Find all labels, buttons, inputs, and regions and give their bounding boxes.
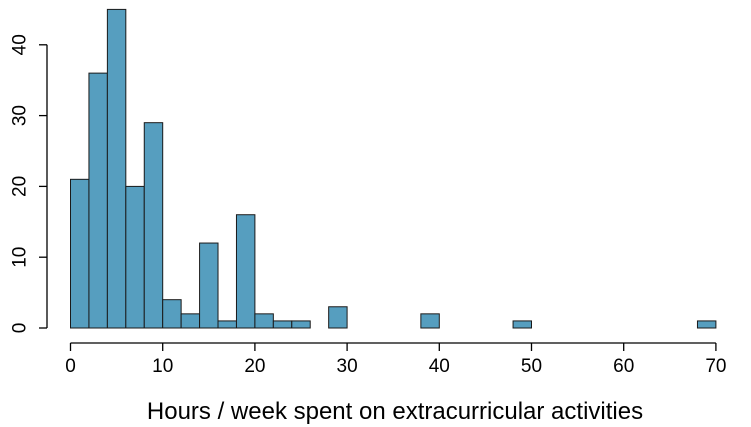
histogram-bar-14-16 [199,242,219,329]
y-tick-label-10: 10 [10,247,31,268]
y-tick-label-20: 20 [10,176,31,197]
x-tick-label-20: 20 [244,356,265,377]
x-tick-label-60: 60 [613,356,634,377]
bars-group [70,8,717,329]
histogram-bar-48-50 [512,320,532,329]
x-tick-label-0: 0 [65,356,76,377]
y-tick-label-30: 30 [10,105,31,126]
histogram-bar-8-10 [143,122,164,329]
histogram-bar-12-14 [180,313,201,329]
histogram-bar-20-22 [254,313,274,329]
x-tick-label-30: 30 [337,356,358,377]
histogram-bar-18-20 [235,214,256,329]
y-tick-label-0: 0 [10,323,31,334]
histogram-bar-2-4 [88,72,108,329]
histogram-bar-22-24 [272,320,293,329]
histogram-bar-28-30 [328,306,348,329]
x-tick-label-10: 10 [152,356,173,377]
x-tick-label-70: 70 [705,356,726,377]
histogram-bar-0-2 [70,178,90,329]
histogram-bar-4-6 [106,8,127,329]
x-tick-label-50: 50 [521,356,542,377]
y-axis: 0 10 20 30 40 [10,34,48,333]
x-axis-title: Hours / week spent on extracurricular ac… [147,398,643,425]
histogram-bar-38-40 [420,313,440,329]
histogram-bar-10-12 [162,299,182,329]
y-tick-label-40: 40 [10,34,31,55]
histogram-bar-68-70 [696,320,717,329]
x-axis: 0 10 20 30 40 50 60 70 [65,342,726,377]
histogram-bar-6-8 [125,185,145,329]
histogram-bar-16-18 [217,320,237,329]
histogram-bar-24-26 [291,320,311,329]
x-tick-label-40: 40 [429,356,450,377]
